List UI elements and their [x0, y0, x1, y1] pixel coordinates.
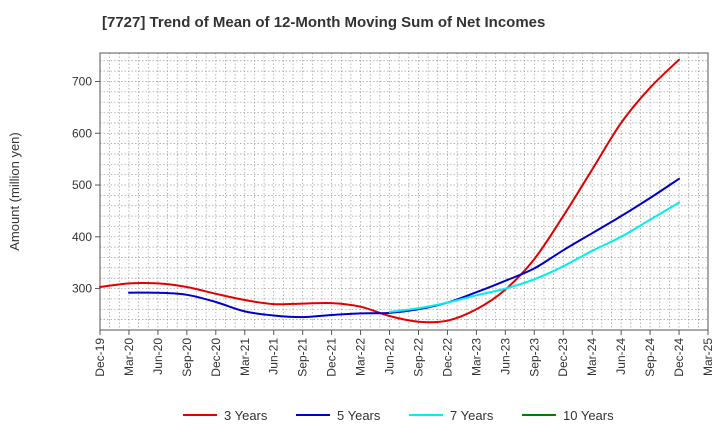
x-tick-label: Dec-20 — [209, 338, 223, 377]
x-tick-label: Jun-20 — [151, 338, 165, 375]
grid — [100, 53, 708, 330]
y-tick-label: 700 — [72, 74, 92, 88]
legend-label-7-years: 7 Years — [450, 408, 494, 423]
x-tick-label: Mar-23 — [469, 338, 483, 376]
y-axis-label: Amount (million yen) — [7, 132, 22, 251]
legend: 3 Years 5 Years 7 Years 10 Years — [183, 408, 614, 423]
x-tick-label: Mar-22 — [354, 338, 368, 376]
x-tick-label: Sep-24 — [643, 338, 657, 377]
y-tick-label: 300 — [72, 282, 92, 296]
x-tick-label: Mar-25 — [701, 338, 715, 376]
series-line-7-years — [388, 201, 680, 313]
y-tick-label: 600 — [72, 126, 92, 140]
series-lines — [99, 58, 680, 324]
x-tick-label: Jun-24 — [614, 338, 628, 375]
x-tick-label: Dec-23 — [556, 338, 570, 377]
x-tick-label: Jun-21 — [267, 338, 281, 375]
x-tick-label: Jun-23 — [498, 338, 512, 375]
x-tick-label: Sep-22 — [411, 338, 425, 377]
x-tick-label: Sep-20 — [180, 338, 194, 377]
legend-label-10-years: 10 Years — [563, 408, 614, 423]
chart-title: [7727] Trend of Mean of 12-Month Moving … — [102, 14, 546, 31]
legend-label-3-years: 3 Years — [224, 408, 268, 423]
x-tick-label: Dec-19 — [93, 338, 107, 377]
x-tick-label: Mar-21 — [238, 338, 252, 376]
x-tick-label: Mar-24 — [585, 338, 599, 376]
legend-label-5-years: 5 Years — [337, 408, 381, 423]
x-tick-label: Sep-21 — [296, 338, 310, 377]
y-tick-label: 500 — [72, 178, 92, 192]
axes: 300 400 500 600 700 Dec-19 Mar-20 Jun-20 Sep-20 D… — [7, 52, 715, 377]
x-tick-label: Dec-22 — [440, 338, 454, 377]
y-tick-label: 400 — [72, 230, 92, 244]
series-line-5-years — [128, 177, 680, 319]
x-tick-label: Dec-24 — [672, 338, 686, 377]
plot-frame — [99, 52, 709, 331]
x-tick-label: Jun-22 — [383, 338, 397, 375]
x-tick-label: Mar-20 — [122, 338, 136, 376]
x-tick-label: Dec-21 — [325, 338, 339, 377]
x-tick-label: Sep-23 — [527, 338, 541, 377]
series-line-3-years — [99, 58, 680, 324]
